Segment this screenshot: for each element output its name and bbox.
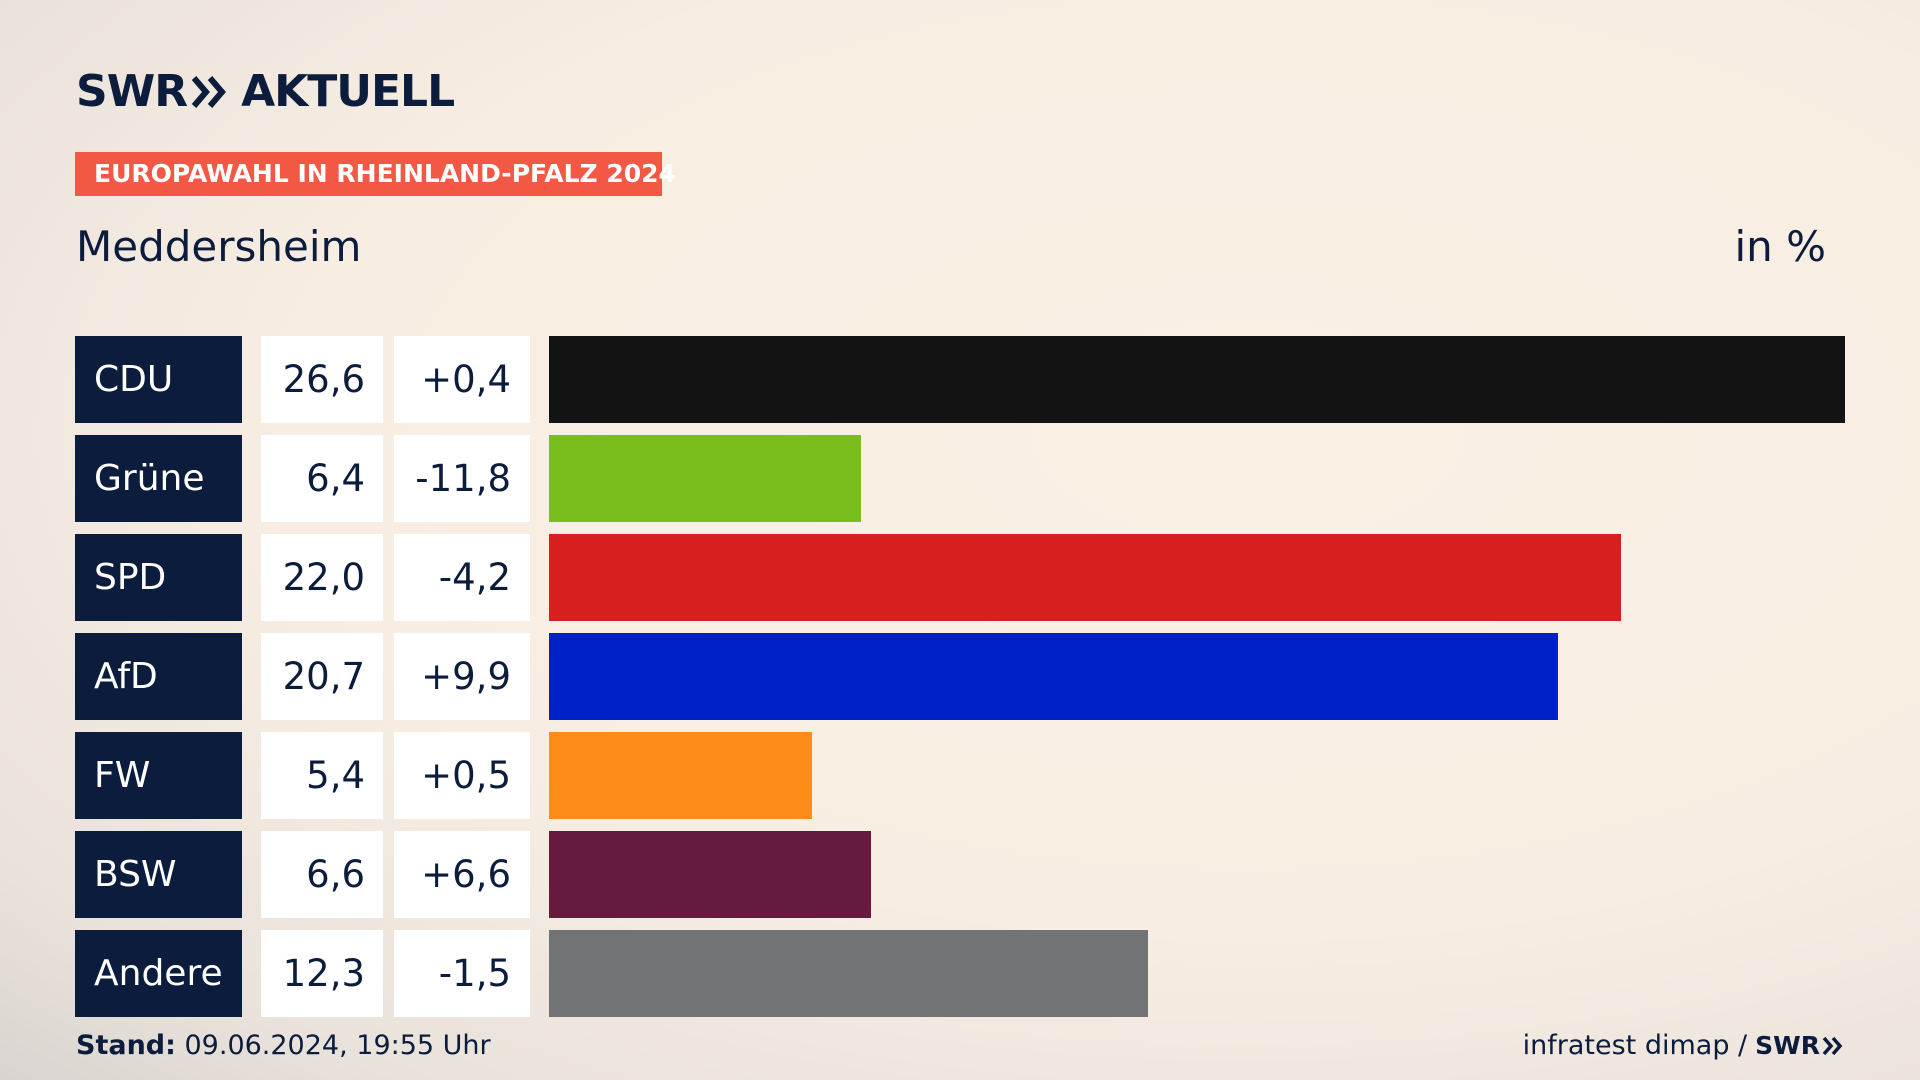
party-label: Grüne [75, 435, 242, 522]
logo-aktuell-text: AKTUELL [241, 66, 455, 117]
vote-share: 6,6 [261, 831, 383, 918]
party-label: FW [75, 732, 242, 819]
party-label: AfD [75, 633, 242, 720]
logo-swr-text: SWR [76, 66, 188, 117]
vote-share: 22,0 [261, 534, 383, 621]
stand-label: Stand: [76, 1030, 176, 1061]
vote-share: 12,3 [261, 930, 383, 1017]
party-label: BSW [75, 831, 242, 918]
footer-double-chevron-icon [1822, 1036, 1843, 1055]
vote-change: +0,5 [394, 732, 530, 819]
party-label: Andere [75, 930, 242, 1017]
result-bar [549, 930, 1148, 1017]
result-bar [549, 534, 1621, 621]
vote-change: +9,9 [394, 633, 530, 720]
vote-change: -11,8 [394, 435, 530, 522]
vote-change: +0,4 [394, 336, 530, 423]
stand-value: 09.06.2024, 19:55 Uhr [175, 1030, 491, 1061]
vote-share: 6,4 [261, 435, 383, 522]
source-credit: infratest dimap / SWR [1523, 1030, 1844, 1061]
footer-swr-text: SWR [1755, 1031, 1820, 1060]
vote-change: -1,5 [394, 930, 530, 1017]
unit-label: in % [1734, 222, 1826, 271]
double-chevron-icon [191, 75, 227, 108]
result-bar [549, 633, 1558, 720]
result-bar [549, 435, 861, 522]
result-bar [549, 831, 871, 918]
result-bar [549, 732, 812, 819]
vote-share: 26,6 [261, 336, 383, 423]
party-label: CDU [75, 336, 242, 423]
source-text: infratest dimap / [1522, 1030, 1748, 1061]
page-title: Meddersheim [76, 222, 362, 271]
vote-share: 20,7 [261, 633, 383, 720]
result-bar [549, 336, 1845, 423]
vote-share: 5,4 [261, 732, 383, 819]
swr-aktuell-logo: SWR AKTUELL [76, 66, 455, 117]
party-label: SPD [75, 534, 242, 621]
timestamp: Stand: 09.06.2024, 19:55 Uhr [76, 1030, 491, 1061]
vote-change: -4,2 [394, 534, 530, 621]
election-tag: EUROPAWAHL IN RHEINLAND-PFALZ 2024 [75, 152, 676, 196]
vote-change: +6,6 [394, 831, 530, 918]
